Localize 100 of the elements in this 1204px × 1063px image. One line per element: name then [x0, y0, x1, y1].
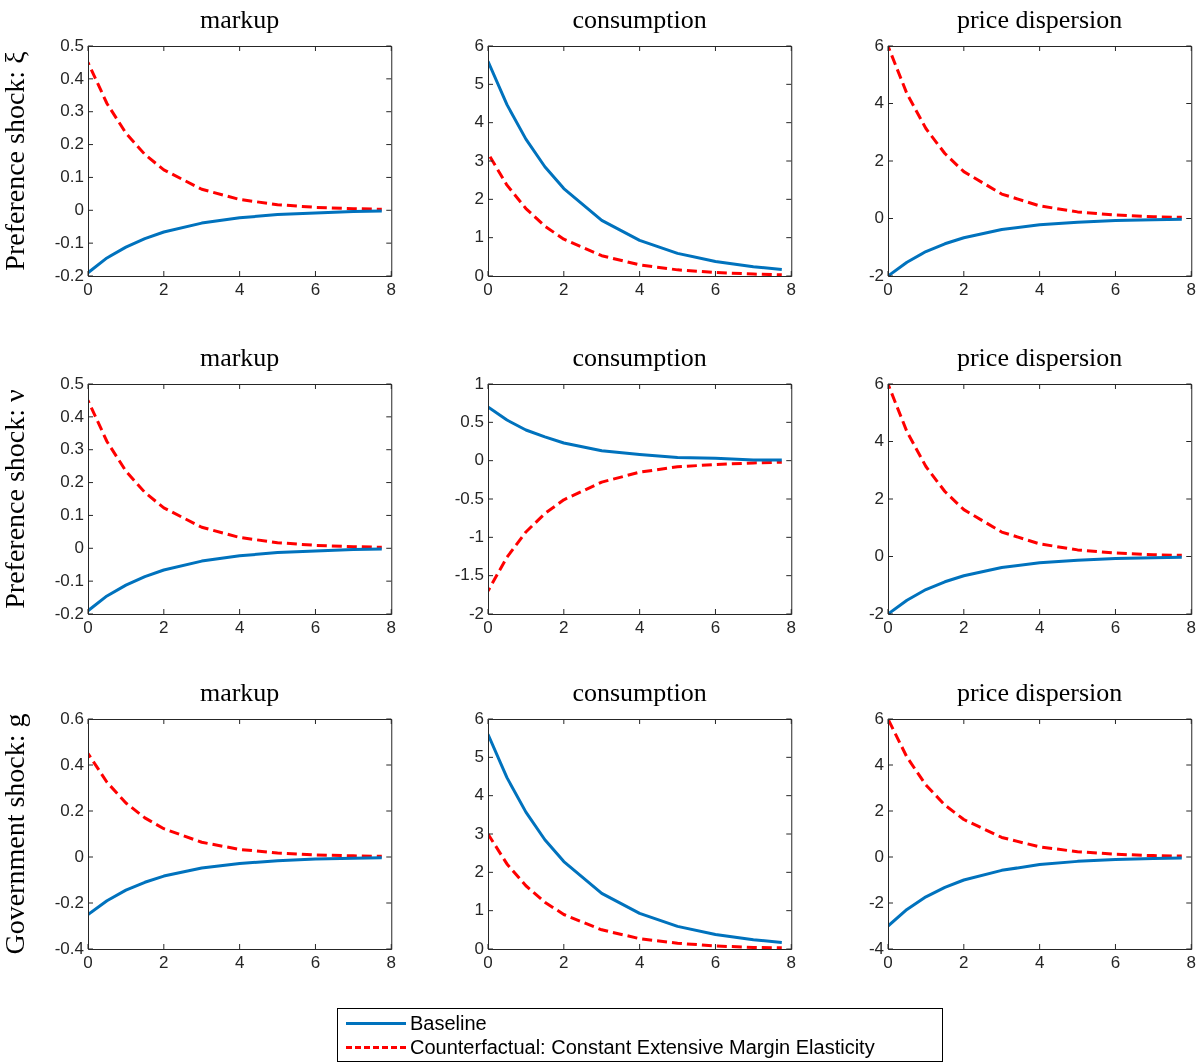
y-tick-label: 5: [474, 747, 484, 767]
x-tick-label: 4: [1034, 279, 1045, 299]
y-tick-label: 2: [874, 488, 884, 508]
x-tick-label: 6: [310, 617, 321, 637]
x-tick-label: 8: [1186, 952, 1197, 972]
line-series: [88, 752, 384, 858]
x-tick-label: 6: [310, 279, 321, 299]
y-tick-label: 0: [474, 450, 484, 470]
x-tick-label: 6: [710, 279, 721, 299]
x-tick-label: 2: [559, 952, 569, 972]
line-series: [488, 460, 784, 593]
line-series: [888, 384, 1184, 557]
legend-label: Counterfactual: Constant Extensive Margin Elasticity: [410, 1035, 875, 1059]
y-tick-label: 0.4: [60, 406, 84, 426]
y-tick-label: 0.5: [60, 373, 84, 393]
y-tick-label: 1: [474, 227, 484, 247]
chart-title: price dispersion: [956, 342, 1123, 372]
x-tick-label: 6: [310, 952, 321, 972]
y-tick-label: 4: [474, 112, 484, 132]
y-tick-label: 3: [474, 150, 484, 170]
y-tick-label: 0: [474, 265, 484, 285]
x-tick-label: 8: [786, 279, 797, 299]
y-tick-label: 6: [474, 708, 484, 728]
y-tick-label: -0.2: [54, 892, 84, 912]
x-tick-label: 2: [959, 279, 969, 299]
x-tick-label: 2: [159, 617, 169, 637]
y-tick-label: 4: [874, 93, 884, 113]
y-tick-label: 0.5: [460, 412, 484, 432]
y-tick-label: 0.1: [60, 505, 84, 525]
chart-title: price dispersion: [956, 677, 1123, 707]
chart-title: markup: [199, 342, 280, 372]
y-axis-title: Government shock: g: [0, 713, 31, 955]
y-tick-label: -2: [868, 603, 884, 623]
x-tick-label: 8: [386, 617, 397, 637]
line-series: [888, 46, 1184, 219]
chart-title: markup: [199, 677, 280, 707]
x-tick-label: 6: [710, 617, 721, 637]
x-tick-label: 2: [559, 617, 569, 637]
line-series: [888, 719, 1184, 858]
y-tick-label: 2: [474, 862, 484, 882]
line-series: [88, 398, 384, 549]
y-tick-label: 0: [874, 846, 884, 866]
x-tick-label: 6: [710, 952, 721, 972]
y-tick-label: -0.2: [54, 603, 84, 623]
y-tick-label: 4: [874, 754, 884, 774]
y-tick-label: 5: [474, 74, 484, 94]
y-tick-label: 0.5: [60, 35, 84, 55]
y-tick-label: 2: [874, 150, 884, 170]
chart-title: consumption: [572, 342, 707, 372]
y-tick-label: 0: [74, 846, 84, 866]
x-tick-label: 6: [1110, 617, 1121, 637]
y-tick-label: -0.1: [54, 570, 84, 590]
legend-label: Baseline: [410, 1011, 487, 1035]
x-tick-label: 4: [234, 617, 245, 637]
x-tick-label: 4: [234, 952, 245, 972]
y-tick-label: 4: [474, 785, 484, 805]
x-tick-label: 8: [786, 952, 797, 972]
y-tick-label: 0.6: [60, 708, 84, 728]
y-tick-label: 0.3: [60, 101, 84, 121]
line-series: [88, 60, 384, 211]
x-tick-label: 2: [159, 952, 169, 972]
x-tick-label: 2: [959, 952, 969, 972]
y-tick-label: -0.2: [54, 265, 84, 285]
x-tick-label: 4: [234, 279, 245, 299]
x-tick-label: 8: [1186, 279, 1197, 299]
x-tick-label: 4: [634, 279, 645, 299]
y-tick-label: -2: [868, 892, 884, 912]
y-tick-label: 0.2: [60, 800, 84, 820]
y-tick-label: 3: [474, 823, 484, 843]
y-tick-label: 6: [874, 373, 884, 393]
y-tick-label: 0.4: [60, 68, 84, 88]
y-tick-label: 2: [474, 189, 484, 209]
y-tick-label: 0: [74, 537, 84, 557]
y-tick-label: -0.5: [454, 488, 484, 508]
y-tick-label: 0.2: [60, 134, 84, 154]
y-tick-label: 0: [474, 938, 484, 958]
x-tick-label: 8: [786, 617, 797, 637]
x-tick-label: 4: [1034, 952, 1045, 972]
y-tick-label: 1: [474, 900, 484, 920]
x-tick-label: 4: [1034, 617, 1045, 637]
chart-title: consumption: [572, 677, 707, 707]
x-tick-label: 4: [634, 952, 645, 972]
x-tick-label: 8: [386, 279, 397, 299]
y-tick-label: 0: [874, 208, 884, 228]
y-tick-label: 0.3: [60, 439, 84, 459]
y-tick-label: 0.1: [60, 167, 84, 187]
y-tick-label: 6: [474, 35, 484, 55]
x-tick-label: 2: [559, 279, 569, 299]
chart-title: markup: [199, 4, 280, 34]
x-tick-label: 8: [386, 952, 397, 972]
y-axis-title: Preference shock: ξ: [0, 51, 31, 271]
y-tick-label: 0.4: [60, 754, 84, 774]
y-tick-label: -0.4: [54, 938, 84, 958]
y-tick-label: -4: [868, 938, 884, 958]
y-tick-label: 0: [874, 546, 884, 566]
y-tick-label: 0.2: [60, 472, 84, 492]
y-tick-label: 1: [474, 373, 484, 393]
chart-title: price dispersion: [956, 4, 1123, 34]
y-tick-label: 2: [874, 800, 884, 820]
x-tick-label: 8: [1186, 617, 1197, 637]
